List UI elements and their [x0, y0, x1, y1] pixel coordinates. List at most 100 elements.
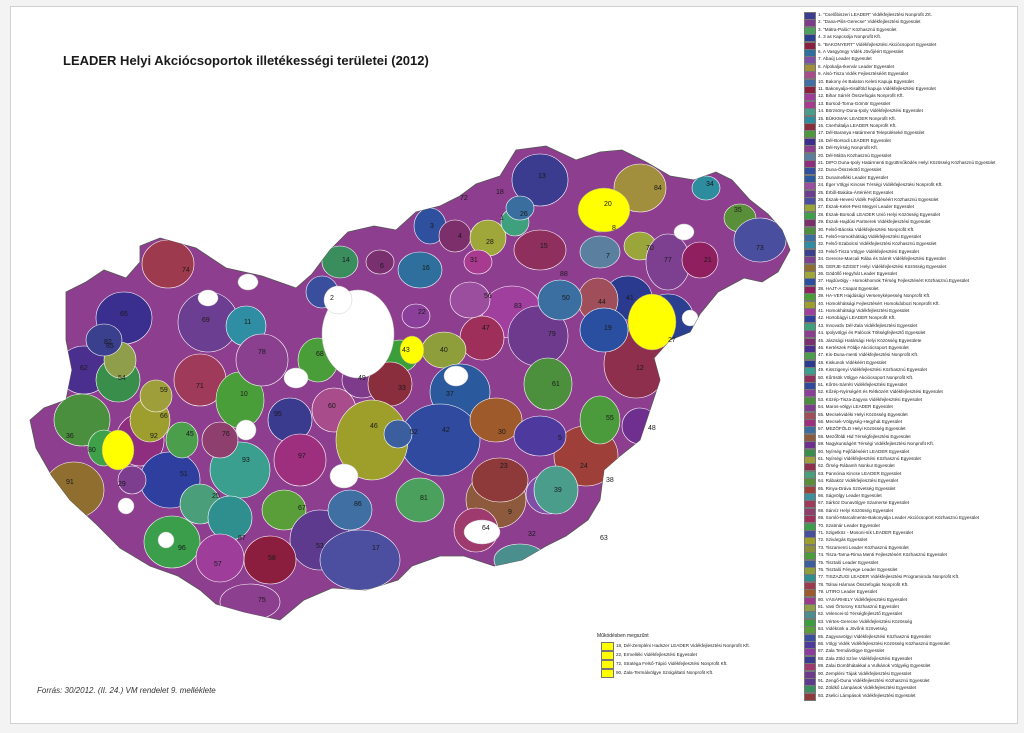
- legend-label: 64. Rábaköz Vidékfejlesztési Egyesület: [818, 478, 899, 484]
- region-patch: [579, 395, 621, 445]
- region-patch: [511, 153, 569, 207]
- region-label: 56: [484, 293, 492, 300]
- legend-label: 77. TISZAZUGI LEADER Vidékfejlesztési Pr…: [818, 574, 960, 580]
- legend-label: 92. Zöldkő Lámpások Vidékfejlesztési Egy…: [818, 685, 917, 691]
- legend-label: 1. "Cselőbiszeri LEADER" Vidékfejlesztés…: [818, 12, 932, 17]
- region-label: 80: [88, 447, 96, 454]
- region-label: 18: [496, 189, 504, 196]
- region-label: 27: [668, 337, 676, 344]
- region-patch: [537, 279, 583, 321]
- legend-label: 25. Érből-Bakáta-Ártéréért Egyesület: [818, 189, 894, 195]
- region-patch: [139, 379, 173, 413]
- region-label: 61: [552, 381, 560, 388]
- legend-label: 46. Kertészek Földje Akciócsoport Egyesü…: [818, 345, 909, 350]
- region-label: 34: [706, 181, 714, 188]
- region-patch: [533, 465, 579, 515]
- region-label: 6: [380, 263, 384, 270]
- legend-label: 48. Kiskunok Vidékéért Egyesület: [818, 359, 887, 365]
- region-label: 73: [756, 245, 764, 252]
- region-label: 77: [664, 257, 672, 264]
- region-patch: [273, 433, 327, 487]
- legend-label: 65. Rinya-Dráva Szövetség Egyesület: [818, 485, 896, 491]
- region-label: 86: [354, 501, 362, 508]
- region-label: 37: [446, 391, 454, 398]
- region-label: 63: [600, 535, 608, 542]
- legend-label: 91. Zengő-Duna Vidékfejlesztési Közhaszn…: [818, 678, 930, 683]
- legend-label: 56. Mecsek-Völgység-Hegyhát Egyesület: [818, 419, 903, 424]
- region-label: 71: [196, 383, 204, 390]
- legend-label: 60. Nyírség Fejlődéséért LEADER Egyesüle…: [818, 448, 910, 454]
- region-label: 59: [160, 387, 168, 394]
- region-label: 50: [562, 295, 570, 302]
- region-patch: [691, 175, 721, 201]
- legend-label: 42. Hortobágyi LEADER Nonprofit Kft.: [818, 315, 896, 321]
- legend-label: 51. Kőrös-Sárréti Vidékfejlesztési Egyes…: [818, 382, 908, 387]
- region-layer: [43, 153, 787, 620]
- region-patch: [733, 217, 787, 263]
- region-patch: [261, 489, 307, 531]
- legend-label: 89. Zalai Dombhátakkal a Vulkánok Völgyé…: [818, 663, 931, 669]
- region-label: 5: [558, 435, 562, 442]
- region-label: 17: [372, 545, 380, 552]
- legend-label: 21. DIPO Duna-Ipoly Határmenti Együttműk…: [818, 160, 996, 165]
- non-leader-area: [329, 463, 359, 489]
- region-label: 79: [548, 331, 556, 338]
- region-label: 58: [268, 555, 276, 562]
- legend-label: 41. Homokhátsági Vidékfejlesztési Egyesü…: [818, 308, 910, 313]
- legend-label: 26. Észak-Hevesi Vidék Fejlődéséért Közh…: [818, 197, 939, 202]
- region-patch: [579, 235, 621, 269]
- legend-label: 15. BÜKKMAK LEADER Nonprofit Kft.: [818, 115, 896, 121]
- legend-label: 6. A Vasgyöngy Vidék Jövőjéért Egyesület: [818, 49, 904, 54]
- legend-label: 7. Abaúj Leader Egyesület: [818, 56, 872, 62]
- region-label: 62: [80, 365, 88, 372]
- region-label: 23: [500, 463, 508, 470]
- process-label: 22, Ermelléki Vidékfejlesztési Egyesület: [616, 652, 697, 657]
- region-patch: [395, 477, 445, 523]
- process-legend-title: Működésben megszűnt: [597, 633, 649, 639]
- region-label: 31: [470, 257, 478, 264]
- region-label: 25: [212, 493, 220, 500]
- region-label: 3: [430, 223, 434, 230]
- region-patch: [523, 357, 573, 411]
- region-label: 20: [604, 201, 612, 208]
- region-label: 67: [298, 505, 306, 512]
- legend-label: 66. Ságvölgy Leader Egyesület: [818, 493, 882, 498]
- region-label: 16: [422, 265, 430, 272]
- legend-label: 87. Zala Termálvölgye Egyesület: [818, 648, 885, 654]
- legend-label: 75. Tisztaló Leader Egyesület: [818, 559, 879, 565]
- legend-label: 62. Őrség-Rábamh Nonkur Egyesület: [818, 463, 895, 469]
- non-leader-area: [237, 273, 259, 291]
- legend-label: 28. Észak-Borsodi LEADER Unió Helyi Közö…: [818, 211, 941, 217]
- source-note: Forrás: 30/2012. (II. 24.) VM rendelet 9…: [37, 686, 216, 695]
- region-patch: [463, 249, 493, 275]
- legend-label: 50. Kőrösök Völgye Akciócsoport Nonprofi…: [818, 374, 914, 380]
- legend-label: 22. Duna-Összekötő Egyesület: [818, 167, 882, 173]
- process-swatch: [601, 642, 614, 651]
- region-label: 84: [654, 185, 662, 192]
- legend-label: 35. GERJE-SZIGET Helyi Vidékfejlesztési …: [818, 263, 947, 269]
- region-label: 83: [514, 303, 522, 310]
- region-label: 91: [66, 479, 74, 486]
- region-patch: [383, 419, 413, 449]
- region-patch: [117, 465, 147, 495]
- region-patch: [319, 529, 401, 591]
- legend-label: 3. "Mátra-Palóc" Közhasznú Egyesület: [818, 26, 897, 32]
- region-label: 2: [330, 295, 334, 302]
- legend-label: 59. Nagykunságért Térségi Vidékfejleszté…: [818, 441, 935, 447]
- region-label: 36: [66, 433, 74, 440]
- non-leader-area: [673, 223, 695, 241]
- legend-label: 9. Alsó-Tisza Vidék Fejlesztéséért Egyes…: [818, 71, 909, 77]
- legend-label: 80. VÁSÁRHELY Vidékfejlesztési Egyesület: [818, 596, 908, 602]
- legend-label: 40. Homokhátsági Fejlesztésért Homokdobo…: [818, 300, 940, 306]
- legend-label: 44. Ipolyvölgyi és Palócok Töltségfejles…: [818, 330, 926, 336]
- region-patch: [579, 307, 629, 353]
- region-label: 19: [604, 325, 612, 332]
- region-patch: [201, 421, 239, 459]
- map-title: LEADER Helyi Akciócsoportok illetékesség…: [63, 53, 429, 68]
- legend-label: 76. Tisztaló Fényege Leader Egyesület: [818, 567, 898, 572]
- legend-swatch: [804, 692, 816, 701]
- legend-label: 32. Felső-Szabolcsi Vidékfejlesztési Köz…: [818, 241, 937, 247]
- legend-label: 53. Közép-Tisza-Zagyva Vidékfejlesztési …: [818, 396, 922, 402]
- region-patch: [327, 489, 373, 531]
